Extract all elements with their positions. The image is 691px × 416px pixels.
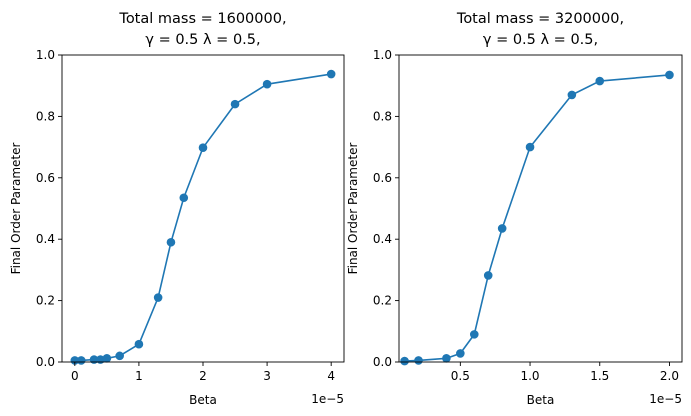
x-tick-label: 3 — [263, 369, 271, 383]
y-tick-label: 0.0 — [36, 355, 55, 369]
data-point — [230, 99, 240, 109]
chart-title-line-1: Total mass = 3200000, — [456, 11, 624, 27]
y-axis-label: Final Order Parameter — [9, 143, 23, 275]
data-point — [567, 90, 577, 100]
chart-title-line-1: Total mass = 1600000, — [118, 11, 286, 27]
x-tick-label: 1.0 — [520, 369, 539, 383]
y-axis-label: Final Order Parameter — [346, 143, 360, 275]
y-tick-label: 0.4 — [36, 232, 55, 246]
series-line — [404, 74, 670, 362]
data-point — [179, 193, 189, 203]
y-tick-label: 0.4 — [373, 232, 392, 246]
data-point — [134, 339, 144, 349]
data-point — [115, 351, 124, 361]
data-point — [525, 142, 535, 152]
data-point — [70, 356, 80, 365]
y-tick-label: 0.6 — [36, 171, 55, 185]
chart-panel-2: Total mass = 3200000, γ = 0.5 λ = 0.5, 0.5… — [346, 11, 683, 407]
data-point — [76, 356, 86, 365]
y-tick-label: 0.6 — [373, 171, 392, 185]
y-tick-label: 0.0 — [373, 355, 392, 369]
plot-frame — [398, 54, 683, 363]
x-axis-label: Beta — [189, 393, 217, 407]
chart-title-line-2: γ = 0.5 λ = 0.5, — [145, 32, 260, 48]
y-tick-label: 0.2 — [373, 294, 392, 308]
y-tick-label: 0.8 — [36, 109, 55, 123]
chart-title-line-2: γ = 0.5 λ = 0.5, — [483, 32, 598, 48]
data-point — [102, 354, 112, 363]
data-point — [326, 69, 336, 79]
x-tick-label: 4 — [327, 369, 335, 383]
plot-frame — [61, 54, 345, 363]
x-axis-label: Beta — [527, 393, 555, 407]
x-offset-label: 1e−5 — [649, 392, 682, 406]
series-line — [74, 73, 332, 362]
x-tick-label: 0.5 — [451, 369, 470, 383]
y-tick-label: 1.0 — [36, 48, 55, 62]
data-point — [400, 356, 409, 366]
x-tick-label: 2 — [199, 369, 207, 383]
chart-panel-1: Total mass = 1600000, γ = 0.5 λ = 0.5, 0 1 2… — [9, 11, 345, 407]
y-tick-label: 0.2 — [36, 294, 55, 308]
data-point — [414, 356, 423, 365]
data-point — [198, 143, 208, 153]
y-tick-label: 0.8 — [373, 109, 392, 123]
data-point — [442, 354, 451, 363]
data-point — [595, 76, 605, 86]
data-point — [153, 293, 163, 302]
x-tick-label: 1 — [135, 369, 143, 383]
x-tick-label: 0 — [71, 369, 79, 383]
x-offset-label: 1e−5 — [311, 392, 344, 406]
data-point — [469, 330, 479, 339]
data-point — [497, 224, 507, 233]
x-tick-label: 2.0 — [660, 369, 679, 383]
x-tick-label: 1.5 — [590, 369, 609, 383]
data-point — [166, 237, 176, 247]
data-point — [483, 271, 493, 280]
data-point — [262, 79, 272, 89]
y-tick-label: 1.0 — [373, 48, 392, 62]
data-point — [665, 70, 674, 80]
data-point — [456, 349, 465, 358]
